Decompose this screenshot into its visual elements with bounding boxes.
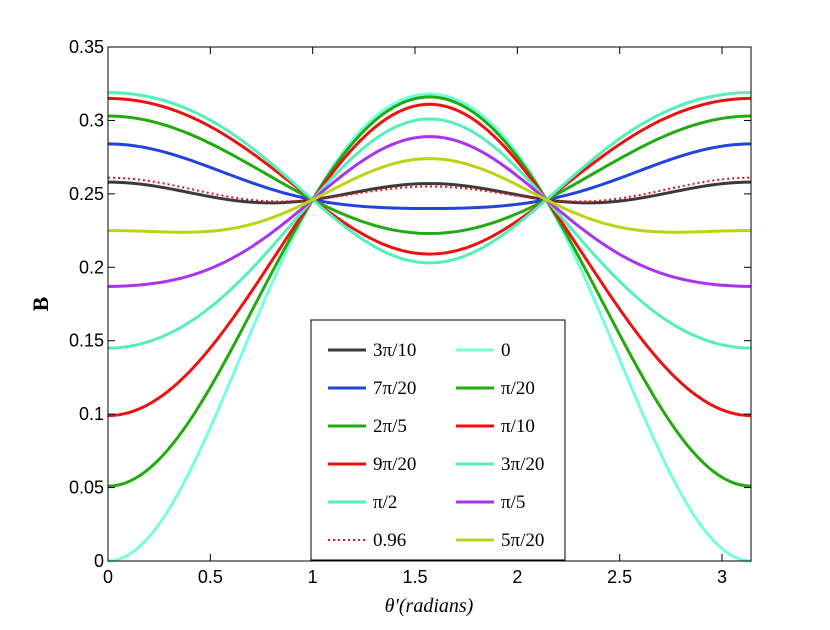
series-line-9π/20	[107, 96, 752, 256]
plot-frame	[107, 46, 752, 562]
y-tick-label: 0.2	[79, 257, 104, 277]
legend-label: 0.96	[373, 530, 406, 551]
x-tick-label: 0.5	[198, 567, 223, 587]
series-lines	[107, 91, 752, 563]
legend-box	[310, 319, 566, 561]
y-tick-label: 0.3	[79, 110, 104, 130]
series-line-3π/10	[107, 180, 752, 205]
y-tick-label: 0.05	[69, 478, 104, 498]
series-line-7π/20	[107, 142, 752, 211]
series-line-3π/20	[107, 117, 752, 350]
series-line-0.96	[107, 176, 752, 203]
legend-label: 3π/20	[501, 454, 544, 475]
y-tick-label: 0.25	[69, 184, 104, 204]
series-line-π/10	[107, 102, 752, 418]
x-tick-label: 0	[103, 567, 113, 587]
x-axis-label: θ′(radians)	[385, 595, 474, 617]
legend-label: 5π/20	[501, 530, 544, 551]
series-line-5π/20	[107, 157, 752, 234]
legend-label: π/5	[501, 492, 525, 513]
series-line-π/2	[107, 91, 752, 265]
y-tick-label: 0.35	[69, 37, 104, 57]
legend-label: 7π/20	[373, 378, 416, 399]
x-tick-label: 1	[308, 567, 318, 587]
x-tick-label: 2	[512, 567, 522, 587]
legend-label: π/10	[501, 416, 535, 437]
y-axis-label: B	[28, 296, 53, 311]
x-tick-label: 3	[717, 567, 727, 587]
y-tick-label: 0.15	[69, 331, 104, 351]
series-line-0	[107, 92, 752, 563]
series-line-π/5	[107, 135, 752, 288]
axis-ticks: 0 0.5 1 1.5 2 2.5 3 0 0.05 0.1 0.15 0.2 0.25 0.3 0.35	[69, 37, 751, 587]
legend-label: 9π/20	[373, 454, 416, 475]
series-line-π/20	[107, 95, 752, 488]
legend: 3π/10 7π/20 2π/5 9π/20 π/2 0.96 0 π/20 π/10 3π/20…	[310, 319, 566, 561]
legend-label: π/2	[373, 492, 397, 513]
legend-label: π/20	[501, 378, 535, 399]
series-line-2π/5	[107, 114, 752, 236]
legend-label: 0	[501, 340, 511, 361]
legend-label: 3π/10	[373, 340, 416, 361]
x-tick-label: 1.5	[402, 567, 427, 587]
legend-label: 2π/5	[373, 416, 407, 437]
x-tick-label: 2.5	[607, 567, 632, 587]
y-tick-label: 0.1	[79, 404, 104, 424]
y-tick-label: 0	[94, 551, 104, 571]
